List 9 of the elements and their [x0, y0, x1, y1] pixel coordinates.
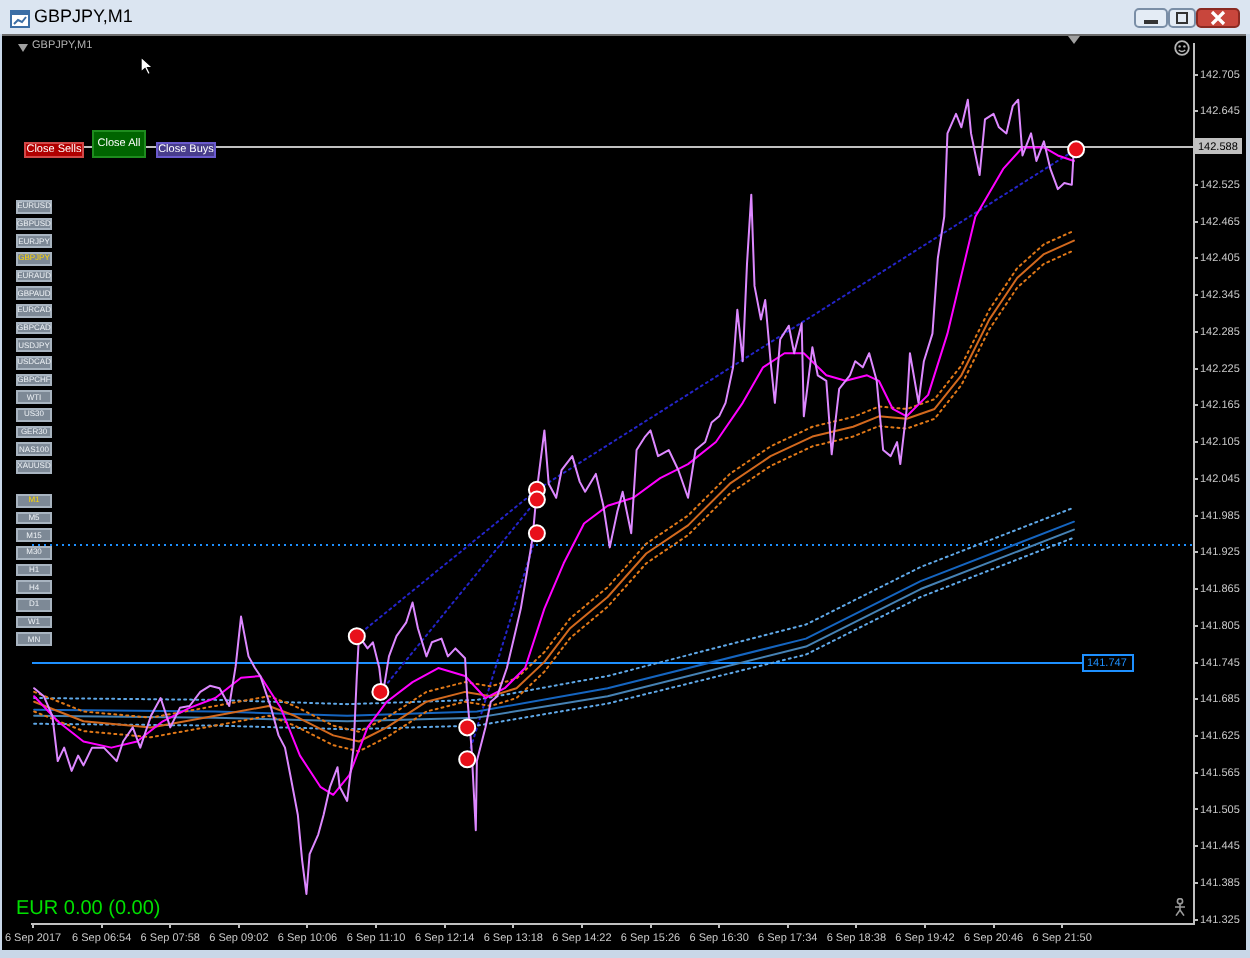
- chart-title: GBPJPY,M1: [34, 6, 133, 28]
- point: [458, 718, 477, 737]
- point: [527, 524, 546, 543]
- point: [371, 682, 390, 701]
- annotation: EUR 0.00 (0.00): [16, 898, 161, 920]
- point: [1067, 140, 1086, 159]
- point: [458, 750, 477, 769]
- point: [527, 490, 546, 509]
- point: [347, 627, 366, 646]
